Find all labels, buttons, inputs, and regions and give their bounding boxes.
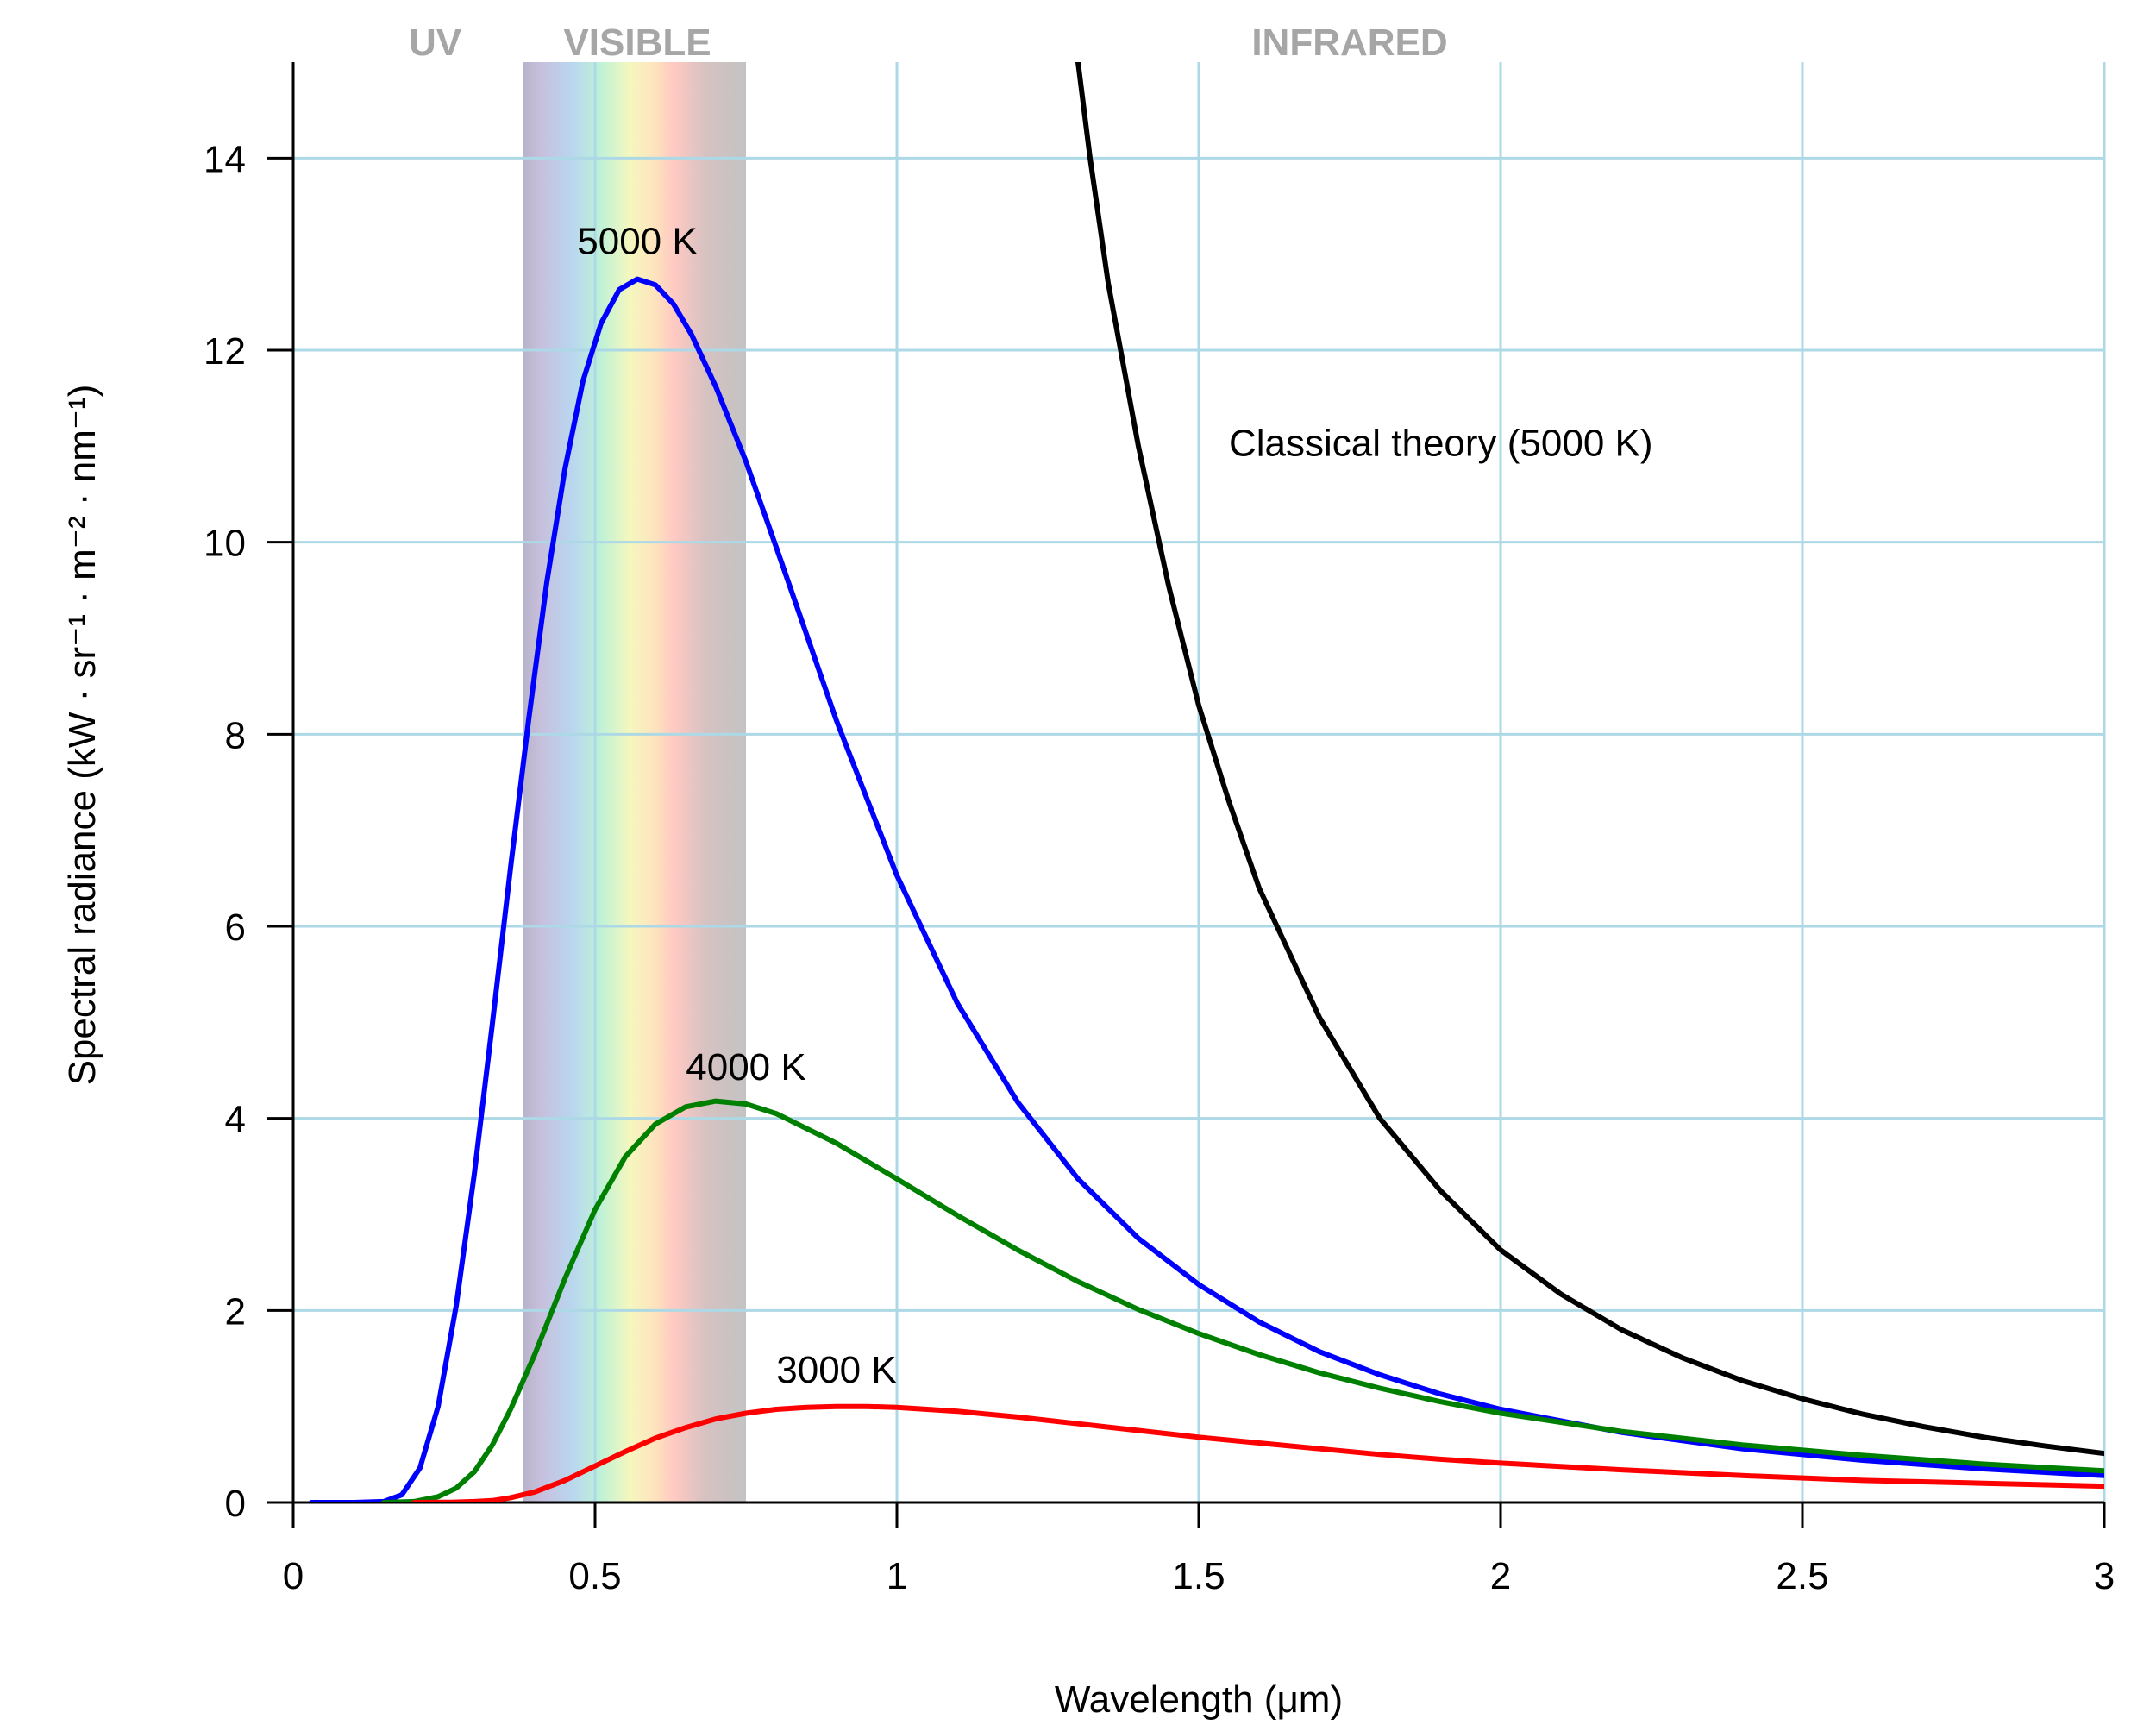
- y-tick-label: 4: [225, 1099, 246, 1141]
- series-line-classical-theory-5000-k: [1075, 62, 2104, 1457]
- annotation-classical-theory-5000-k: Classical theory (5000 K): [1229, 422, 1653, 464]
- x-axis-ticks: 0 0.5 1 1.5 2 2.5 3: [283, 1502, 2115, 1597]
- y-tick-label: 2: [225, 1290, 246, 1333]
- x-tick-label: 2: [1490, 1555, 1511, 1597]
- y-tick-label: 12: [204, 330, 246, 373]
- x-tick-label: 3: [2094, 1555, 2115, 1597]
- region-label-infrared: INFRARED: [1251, 22, 1447, 64]
- region-label-visible: VISIBLE: [563, 22, 711, 64]
- y-tick-label: 10: [204, 523, 246, 565]
- series-line-3000-k: [411, 1403, 2104, 1502]
- region-labels: UV VISIBLE INFRARED: [409, 22, 1448, 64]
- y-tick-label: 8: [225, 714, 246, 756]
- x-tick-label: 1: [887, 1555, 907, 1597]
- annotation-5000-k: 5000 K: [577, 221, 697, 263]
- x-tick-label: 0: [283, 1555, 304, 1597]
- y-tick-label: 14: [204, 138, 246, 180]
- x-tick-label: 0.5: [568, 1555, 621, 1597]
- curve-annotations: 5000 K 4000 K 3000 K Classical theory (5000…: [577, 221, 1652, 1391]
- grid-lines: [293, 62, 2106, 1502]
- x-tick-label: 1.5: [1172, 1555, 1225, 1597]
- series-line-5000-k: [309, 276, 2104, 1502]
- y-tick-label: 0: [225, 1483, 246, 1525]
- y-axis-title: Spectral radiance (kW · sr⁻¹ · m⁻² · nm⁻…: [61, 385, 103, 1086]
- y-axis-ticks: 0 2 4 6 8 10 12 14: [204, 138, 293, 1525]
- series-lines: [309, 62, 2104, 1502]
- region-label-uv: UV: [409, 22, 462, 64]
- x-axis-title: Wavelength (μm): [1055, 1678, 1343, 1721]
- annotation-4000-k: 4000 K: [686, 1046, 805, 1088]
- x-tick-label: 2.5: [1776, 1555, 1828, 1597]
- series-line-4000-k: [381, 1098, 2104, 1502]
- visible-band-layer: [523, 62, 746, 1502]
- annotation-3000-k: 3000 K: [776, 1349, 896, 1391]
- visible-spectrum-band: [523, 62, 746, 1502]
- y-tick-label: 6: [225, 906, 246, 949]
